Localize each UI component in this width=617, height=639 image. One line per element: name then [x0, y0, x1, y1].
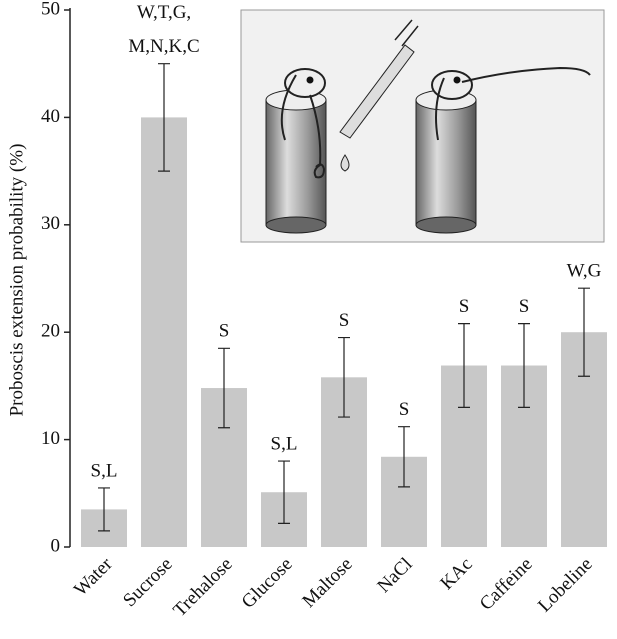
error-bar: [158, 63, 170, 172]
x-tick-label: Caffeine: [476, 554, 537, 615]
x-tick-label: Lobeline: [534, 554, 597, 617]
error-bar: [578, 287, 590, 377]
x-tick-label: KAc: [436, 554, 476, 594]
y-tick-label: 0: [51, 535, 61, 556]
bar: [141, 117, 187, 548]
significance-label: S,L: [91, 460, 118, 481]
y-axis-label: Proboscis extension probability (%): [6, 144, 27, 417]
x-tick-label: Sucrose: [119, 554, 176, 611]
x-tick-label: Water: [70, 553, 117, 600]
error-bar: [218, 347, 230, 429]
x-tick-label: Glucose: [238, 554, 297, 613]
significance-label: S: [339, 310, 350, 331]
significance-label: S,L: [271, 433, 298, 454]
significance-label: S: [459, 296, 470, 317]
significance-label: W,G: [567, 261, 602, 282]
x-tick-label: Trehalose: [169, 554, 236, 621]
significance-label: S: [399, 399, 410, 420]
y-tick-label: 10: [41, 428, 60, 449]
error-bar: [98, 487, 110, 532]
error-bar: [398, 426, 410, 488]
significance-label: M,N,K,C: [128, 36, 199, 57]
y-tick-label: 50: [41, 0, 60, 19]
y-tick-label: 30: [41, 213, 60, 234]
x-tick-label: NaCl: [373, 554, 416, 597]
y-tick-label: 40: [41, 106, 60, 127]
error-bar: [338, 336, 350, 418]
significance-label: S: [519, 296, 530, 317]
significance-label: W,T,G,: [137, 2, 191, 23]
y-tick-label: 20: [41, 321, 60, 342]
inset-illustration: [240, 9, 605, 243]
significance-label: S: [219, 321, 230, 342]
error-bar: [518, 323, 530, 408]
error-bar: [458, 323, 470, 408]
x-tick-label: Maltose: [298, 554, 356, 612]
error-bar: [278, 460, 290, 524]
